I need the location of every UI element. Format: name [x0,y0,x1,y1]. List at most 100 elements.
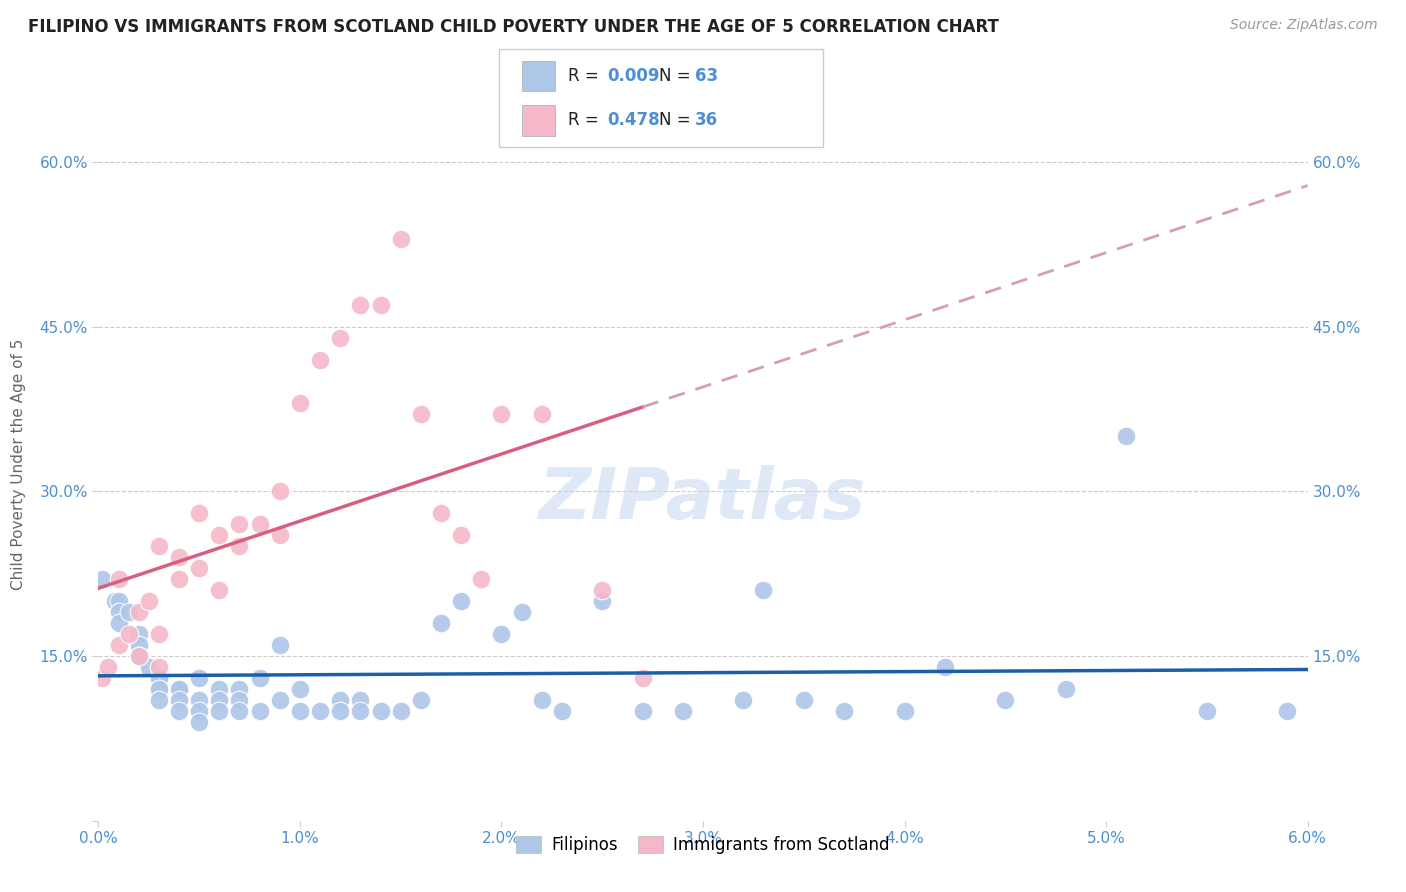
Text: ZIPatlas: ZIPatlas [540,465,866,534]
Point [107,638,129,652]
Text: FILIPINO VS IMMIGRANTS FROM SCOTLAND CHILD POVERTY UNDER THE AGE OF 5 CORRELATIO: FILIPINO VS IMMIGRANTS FROM SCOTLAND CHI… [28,18,1000,36]
Point [208,528,231,542]
Text: R =: R = [568,112,605,129]
Legend: Filipinos, Immigrants from Scotland: Filipinos, Immigrants from Scotland [508,828,898,863]
Point [893,704,915,718]
Y-axis label: Child Poverty Under the Age of 5: Child Poverty Under the Age of 5 [11,338,25,590]
Point [138,594,160,608]
Text: N =: N = [659,112,696,129]
Point [349,693,371,707]
Point [228,681,250,696]
Point [733,693,755,707]
Point [349,298,371,312]
Point [591,594,613,608]
Point [631,671,654,685]
Text: 0.478: 0.478 [607,112,659,129]
Point [249,671,271,685]
Point [934,660,956,674]
Point [138,660,160,674]
Point [1054,681,1077,696]
Point [530,693,553,707]
Point [118,605,141,619]
Point [107,594,129,608]
Point [128,638,150,652]
Point [329,693,352,707]
Point [148,627,170,641]
Point [329,704,352,718]
Point [167,681,190,696]
Point [269,693,291,707]
Point [148,660,170,674]
Point [288,704,311,718]
Point [389,704,412,718]
Point [389,232,412,246]
Point [430,506,453,520]
Point [309,352,332,367]
Point [269,484,291,499]
Point [269,528,291,542]
Point [832,704,855,718]
Point [128,605,150,619]
Point [188,693,211,707]
Point [148,671,170,685]
Point [450,528,472,542]
Point [188,561,211,575]
Point [349,704,371,718]
Point [208,693,231,707]
Point [228,693,250,707]
Point [128,648,150,663]
Text: 63: 63 [695,67,717,85]
Point [167,572,190,586]
Point [228,704,250,718]
Point [409,693,432,707]
Point [1115,429,1137,443]
Point [510,605,533,619]
Point [249,517,271,532]
Point [370,298,392,312]
Point [188,671,211,685]
Text: R =: R = [568,67,605,85]
Point [148,681,170,696]
Point [91,572,114,586]
Point [167,704,190,718]
Point [450,594,472,608]
Point [103,594,125,608]
Point [228,517,250,532]
Point [994,693,1017,707]
Point [1195,704,1218,718]
Text: 0.009: 0.009 [607,67,659,85]
Text: Source: ZipAtlas.com: Source: ZipAtlas.com [1230,18,1378,32]
Point [228,539,250,553]
Point [148,681,170,696]
Point [167,550,190,565]
Point [288,396,311,410]
Point [208,681,231,696]
Point [188,506,211,520]
Point [288,681,311,696]
Point [188,704,211,718]
Point [309,704,332,718]
Point [530,408,553,422]
Point [551,704,574,718]
Point [107,605,129,619]
Point [591,583,613,598]
Point [107,572,129,586]
Point [430,615,453,630]
Point [97,660,120,674]
Point [249,704,271,718]
Text: N =: N = [659,67,696,85]
Point [329,330,352,344]
Point [107,615,129,630]
Point [148,693,170,707]
Point [409,408,432,422]
Point [491,627,513,641]
Point [148,671,170,685]
Point [148,539,170,553]
Point [118,627,141,641]
Point [672,704,695,718]
Point [370,704,392,718]
Point [208,583,231,598]
Point [91,671,114,685]
Text: 36: 36 [695,112,717,129]
Point [167,693,190,707]
